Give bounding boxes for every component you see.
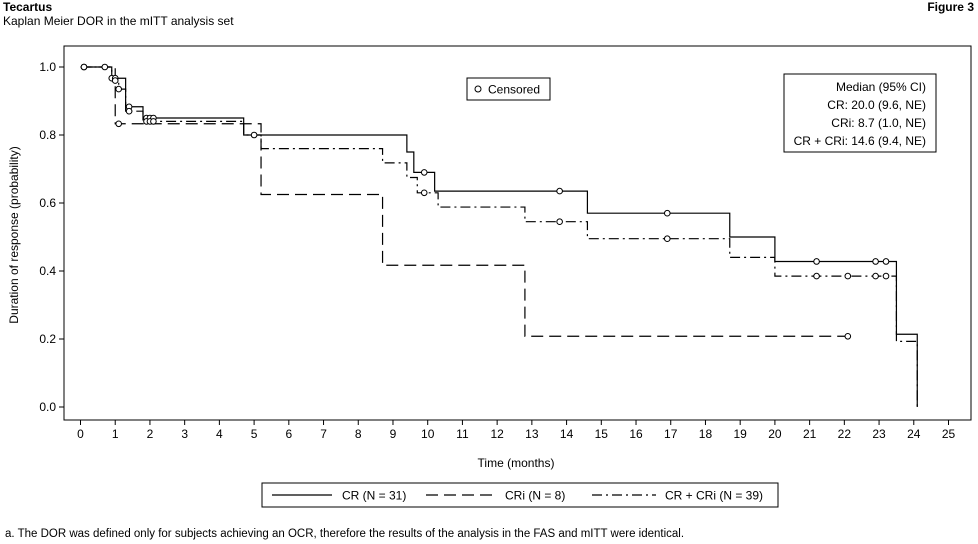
x-tick-label: 18 bbox=[699, 427, 713, 441]
x-tick-label: 25 bbox=[942, 427, 956, 441]
axes: 0 1 2 3 4 5 6 7 8 9 10 11 12 13 14 15 16 17 18 19 20 21 22 23 24… bbox=[39, 60, 955, 441]
censor-mark-cr bbox=[663, 209, 671, 217]
x-tick-label: 5 bbox=[251, 427, 258, 441]
y-tick-label: 0.4 bbox=[39, 264, 56, 278]
x-tick-label: 11 bbox=[456, 427, 469, 441]
report-title: Tecartus bbox=[3, 0, 53, 14]
censor-mark-cr bbox=[872, 258, 879, 265]
km-curve-cri bbox=[80, 66, 848, 337]
x-tick-label: 6 bbox=[285, 427, 292, 441]
median-box-line-cr: CR: 20.0 (9.6, NE) bbox=[827, 98, 926, 112]
censor-mark-combined bbox=[872, 272, 879, 280]
figure-label: Figure 3 bbox=[927, 0, 974, 14]
x-tick-label: 14 bbox=[560, 427, 574, 441]
legend-label-cr: CR (N = 31) bbox=[342, 489, 406, 503]
censor-mark-combined bbox=[663, 235, 671, 242]
censor-mark-combined bbox=[844, 272, 852, 280]
x-tick-label: 12 bbox=[490, 427, 504, 441]
chart-subtitle: Kaplan Meier DOR in the mITT analysis se… bbox=[3, 14, 234, 28]
censor-mark-cr bbox=[882, 258, 890, 265]
censored-legend-label: Censored bbox=[488, 83, 540, 97]
censor-mark-cri bbox=[115, 120, 122, 128]
x-tick-label: 4 bbox=[216, 427, 223, 441]
x-tick-label: 16 bbox=[629, 427, 643, 441]
censor-mark-cr bbox=[420, 169, 428, 176]
x-tick-label: 10 bbox=[421, 427, 435, 441]
x-tick-label: 20 bbox=[768, 427, 782, 441]
plot-frame bbox=[63, 45, 972, 421]
censor-mark-combined bbox=[111, 77, 119, 84]
series-legend: CR (N = 31) CRi (N = 8) CR + CRi (N = 39… bbox=[261, 482, 779, 508]
x-tick-label: 13 bbox=[525, 427, 539, 441]
x-tick-label: 0 bbox=[77, 427, 84, 441]
x-tick-label: 1 bbox=[112, 427, 119, 441]
x-tick-label: 19 bbox=[734, 427, 748, 441]
median-box: Median (95% CI) CR: 20.0 (9.6, NE) CRi: … bbox=[783, 73, 937, 153]
censor-mark-combined bbox=[420, 189, 428, 197]
x-tick-label: 2 bbox=[147, 427, 154, 441]
y-tick-label: 0.6 bbox=[39, 196, 56, 210]
censor-mark-combined bbox=[813, 272, 820, 280]
x-tick-label: 7 bbox=[320, 427, 327, 441]
y-tick-label: 0.0 bbox=[39, 400, 56, 414]
legend-label-combined: CR + CRi (N = 39) bbox=[665, 489, 763, 503]
censor-marks bbox=[80, 63, 890, 340]
footnote: a. The DOR was defined only for subjects… bbox=[5, 528, 685, 540]
x-tick-label: 15 bbox=[595, 427, 609, 441]
x-tick-label: 22 bbox=[838, 427, 852, 441]
censor-marker-icon bbox=[474, 85, 482, 93]
censor-mark-cri bbox=[844, 332, 852, 340]
median-box-title: Median (95% CI) bbox=[836, 80, 926, 94]
x-tick-label: 17 bbox=[664, 427, 678, 441]
censor-mark-cr bbox=[556, 187, 563, 195]
censor-mark-cri bbox=[80, 63, 88, 71]
y-axis-label: Duration of response (probability) bbox=[7, 146, 21, 323]
legend-label-cri: CRi (N = 8) bbox=[505, 489, 565, 503]
censor-mark-cr bbox=[101, 63, 109, 71]
x-axis-label: Time (months) bbox=[478, 456, 555, 470]
y-tick-label: 1.0 bbox=[39, 60, 56, 74]
y-tick-label: 0.2 bbox=[39, 332, 56, 346]
y-tick-label: 0.8 bbox=[39, 128, 56, 142]
x-tick-label: 9 bbox=[390, 427, 397, 441]
censor-mark-combined bbox=[882, 272, 890, 280]
censored-legend: Censored bbox=[466, 77, 551, 101]
median-box-line-combined: CR + CRi: 14.6 (9.4, NE) bbox=[794, 134, 926, 148]
x-tick-label: 21 bbox=[803, 427, 817, 441]
censor-mark-combined bbox=[150, 118, 157, 125]
censor-mark-combined bbox=[556, 218, 563, 225]
censor-mark-cr bbox=[813, 258, 820, 265]
curves bbox=[80, 66, 918, 407]
x-tick-label: 24 bbox=[907, 427, 921, 441]
x-tick-label: 23 bbox=[872, 427, 886, 441]
x-tick-label: 3 bbox=[181, 427, 188, 441]
km-curve-combined bbox=[80, 66, 918, 407]
censor-mark-combined bbox=[125, 107, 133, 115]
x-tick-label: 8 bbox=[355, 427, 362, 441]
median-box-line-cri: CRi: 8.7 (1.0, NE) bbox=[831, 116, 926, 130]
censor-mark-combined bbox=[115, 85, 122, 93]
censor-mark-cr bbox=[250, 131, 258, 139]
